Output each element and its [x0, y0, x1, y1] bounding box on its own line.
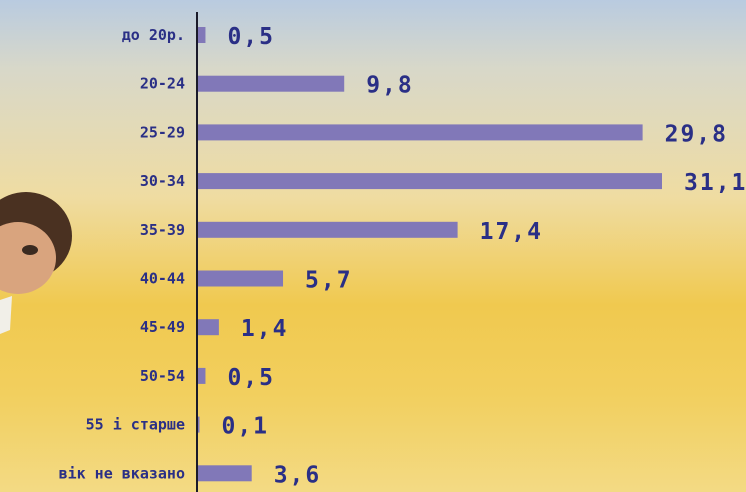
value-label: 17,4 [480, 219, 543, 245]
bar [198, 416, 200, 433]
category-label: 30-34 [140, 172, 185, 190]
category-label: 55 і старше [86, 416, 185, 434]
value-labels: 0,5 9,8 29,8 31,1 17,4 5,7 1,4 0,5 0,13,6 [221, 24, 746, 488]
value-label: 0,1 [221, 414, 269, 440]
value-label: 5,7 [305, 268, 353, 294]
bar [198, 27, 206, 43]
bar [198, 173, 662, 190]
category-label: 35-39 [140, 221, 185, 239]
category-label: до 20р. [122, 26, 185, 44]
bar [198, 221, 458, 238]
value-label: 0,5 [227, 24, 275, 50]
category-label: 25-29 [140, 123, 185, 141]
value-label: 29,8 [665, 121, 728, 147]
value-label: 31,1 [684, 170, 746, 196]
person-photo [0, 192, 72, 334]
bars-group [198, 27, 662, 482]
category-label: 50-54 [140, 367, 185, 385]
value-label: 1,4 [241, 316, 289, 342]
value-label: 3,6 [274, 462, 322, 488]
value-label: 9,8 [366, 73, 414, 99]
category-label: вік не вказано [59, 464, 185, 482]
value-label: 0,5 [227, 365, 275, 391]
bar [198, 75, 345, 92]
bar [198, 465, 252, 482]
bar [198, 367, 206, 384]
bar [198, 270, 284, 287]
bar [198, 124, 643, 141]
category-label: 40-44 [140, 270, 185, 288]
category-labels: до 20р. 20-24 25-29 30-34 35-39 40-44 45-49 50-… [59, 26, 185, 482]
category-label: 20-24 [140, 75, 185, 93]
bar [198, 319, 219, 336]
category-label: 45-49 [140, 318, 185, 336]
